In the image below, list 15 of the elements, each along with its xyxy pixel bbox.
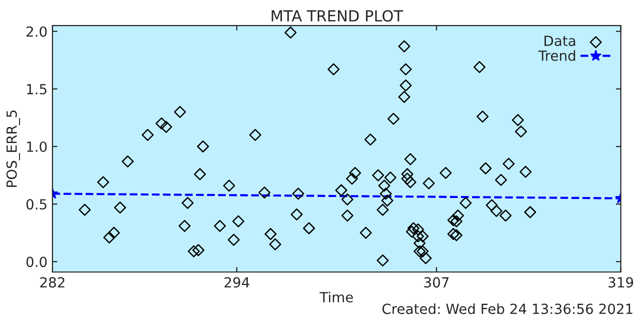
- legend-label: Data: [544, 36, 576, 46]
- y-tick-label: 1.5: [27, 84, 46, 94]
- y-tick-label: 0.0: [26, 256, 47, 268]
- x-tick-label: 319: [608, 277, 634, 288]
- y-tick-label: 2.0: [26, 26, 47, 37]
- chart-title: MTA TREND PLOT: [272, 10, 404, 22]
- y-tick-label: 0.5: [26, 199, 46, 210]
- x-tick-label: 282: [40, 277, 64, 288]
- text: Created: Wed Feb 24 13:36:56 2021: [382, 303, 632, 314]
- y-axis-title: POS_ERR_5: [6, 110, 20, 187]
- x-tick-label: 294: [224, 277, 250, 288]
- y-tick-label: 1.0: [27, 141, 47, 152]
- x-axis-title: Time: [320, 292, 353, 302]
- legend-label: Trend: [538, 50, 576, 61]
- x-tick-label: 307: [424, 277, 449, 288]
